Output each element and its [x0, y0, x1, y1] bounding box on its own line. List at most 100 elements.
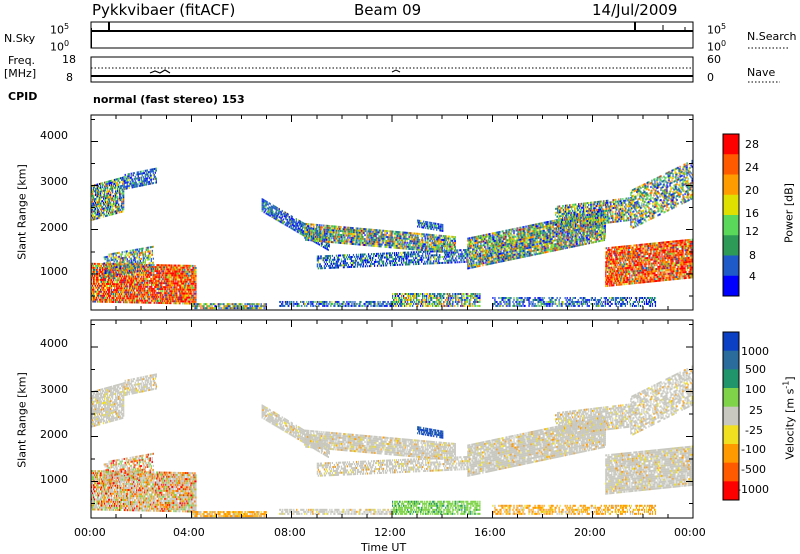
- power-cell: [313, 240, 315, 243]
- power-cell: [125, 270, 127, 273]
- power-cell: [440, 242, 442, 245]
- power-cell: [246, 307, 248, 310]
- power-cell: [189, 286, 191, 289]
- power-cell: [331, 266, 333, 269]
- power-cell: [154, 171, 156, 174]
- power-cell: [394, 258, 396, 261]
- power-cell: [99, 202, 101, 205]
- power-cell: [453, 245, 455, 248]
- power-cell: [387, 240, 389, 243]
- power-cell: [101, 294, 103, 297]
- power-cell: [234, 307, 236, 310]
- power-cell: [148, 250, 150, 253]
- power-cell: [327, 226, 329, 229]
- power-cell: [192, 286, 194, 289]
- power-cell: [193, 272, 195, 275]
- power-cell: [339, 225, 341, 228]
- power-cell: [189, 296, 191, 299]
- power-cell: [261, 305, 263, 308]
- power-cell: [120, 177, 122, 180]
- power-cell: [101, 278, 103, 281]
- power-cell: [110, 263, 112, 266]
- power-cell: [121, 210, 123, 213]
- power-cell: [186, 268, 188, 271]
- power-cell: [175, 282, 177, 285]
- power-cell: [410, 246, 412, 249]
- power-cell: [144, 255, 146, 258]
- power-cell: [93, 266, 95, 269]
- power-cell: [116, 252, 118, 255]
- power-cell: [263, 211, 265, 214]
- power-cell: [93, 202, 95, 205]
- power-cell: [344, 226, 346, 229]
- power-cell: [387, 230, 389, 233]
- power-cell: [214, 303, 216, 306]
- power-cell: [175, 272, 177, 275]
- power-cell: [113, 181, 115, 184]
- power-cell: [371, 242, 373, 245]
- power-cell: [343, 264, 346, 267]
- power-cell: [185, 294, 187, 297]
- power-cell: [373, 230, 375, 233]
- power-cell: [174, 274, 176, 277]
- power-cell: [238, 303, 240, 306]
- power-cell: [114, 281, 116, 284]
- power-cell: [146, 250, 148, 253]
- power-cell: [388, 256, 391, 259]
- power-cell: [370, 242, 372, 245]
- power-cell: [100, 188, 102, 191]
- power-cb-tick-12: 12: [745, 226, 759, 237]
- power-cell: [372, 238, 374, 241]
- power-cell: [407, 253, 409, 256]
- power-cell: [184, 298, 186, 301]
- power-cell: [430, 233, 432, 236]
- power-cell: [106, 212, 108, 215]
- power-cell: [118, 263, 120, 266]
- power-cell: [102, 186, 104, 189]
- power-cell: [179, 288, 181, 291]
- power-cell: [332, 229, 334, 232]
- power-cell: [98, 205, 100, 208]
- power-cell: [348, 256, 351, 259]
- power-cell: [148, 269, 150, 272]
- power-cell: [387, 252, 390, 255]
- power-cell: [152, 289, 154, 292]
- power-cell: [109, 263, 111, 266]
- power-cell: [137, 267, 139, 270]
- power-cell: [168, 294, 170, 297]
- power-cell: [93, 282, 95, 285]
- power-cell: [186, 276, 188, 279]
- power-cell: [125, 272, 127, 275]
- power-cell: [189, 302, 191, 305]
- power-cell: [433, 236, 435, 239]
- power-cell: [448, 247, 450, 250]
- power-cell: [324, 267, 326, 270]
- power-cell: [173, 274, 175, 277]
- power-cell: [452, 241, 454, 244]
- power-cell: [116, 190, 118, 193]
- power-cell: [375, 235, 377, 238]
- power-cell: [197, 303, 199, 306]
- power-cell: [451, 245, 453, 248]
- power-cell: [153, 276, 155, 278]
- power-cell: [169, 302, 171, 305]
- power-cell: [248, 303, 250, 306]
- power-cb-tick-20: 20: [745, 185, 759, 196]
- power-cell: [360, 243, 362, 246]
- power-cell: [170, 296, 172, 299]
- power-cell: [185, 264, 187, 267]
- power-cell: [102, 267, 104, 269]
- power-cell: [113, 293, 115, 296]
- power-cell: [267, 203, 269, 206]
- power-cell: [161, 276, 163, 279]
- power-cell: [206, 307, 208, 310]
- power-cell: [122, 188, 124, 191]
- power-cell: [178, 274, 180, 277]
- power-cell: [176, 278, 178, 281]
- power-cell: [153, 272, 155, 275]
- power-cell: [168, 292, 170, 295]
- power-cell: [385, 230, 387, 232]
- power-cell: [443, 235, 445, 238]
- power-cell: [243, 307, 245, 310]
- power-cell: [271, 206, 273, 209]
